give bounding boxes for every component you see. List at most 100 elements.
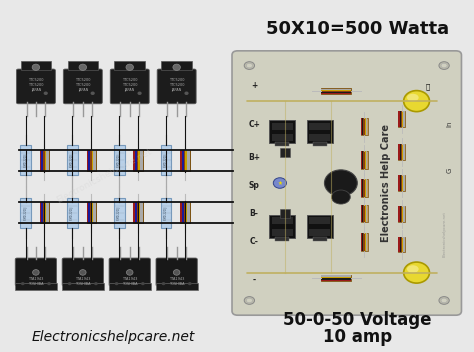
Bar: [181, 202, 183, 223]
Bar: [365, 205, 367, 222]
Text: Electronicshelpcare.net: Electronicshelpcare.net: [443, 211, 447, 257]
Bar: [134, 150, 137, 171]
Bar: [182, 150, 185, 171]
Bar: [400, 111, 401, 127]
Ellipse shape: [404, 262, 429, 283]
Bar: [21, 61, 51, 70]
Bar: [401, 144, 403, 160]
Bar: [399, 175, 401, 191]
Bar: [364, 233, 365, 251]
Ellipse shape: [115, 282, 118, 285]
Bar: [321, 278, 351, 280]
Bar: [275, 237, 289, 241]
Bar: [400, 237, 401, 252]
Bar: [91, 202, 94, 223]
Bar: [40, 150, 49, 171]
Bar: [40, 202, 49, 223]
Text: G: G: [447, 168, 452, 173]
Bar: [365, 118, 366, 136]
Bar: [20, 145, 31, 175]
Bar: [280, 148, 290, 157]
Bar: [87, 202, 90, 223]
Bar: [46, 202, 49, 223]
FancyBboxPatch shape: [62, 258, 103, 286]
Ellipse shape: [244, 297, 255, 304]
Bar: [67, 145, 78, 175]
Ellipse shape: [246, 63, 253, 68]
Bar: [185, 150, 188, 171]
Bar: [20, 198, 31, 228]
Bar: [401, 175, 403, 191]
Bar: [402, 111, 404, 127]
Bar: [181, 202, 190, 223]
Text: In: In: [447, 121, 452, 127]
FancyBboxPatch shape: [15, 258, 56, 286]
Bar: [187, 202, 190, 223]
Text: Electronicshelpcare.net: Electronicshelpcare.net: [32, 330, 195, 344]
Ellipse shape: [137, 92, 142, 95]
Bar: [361, 151, 368, 169]
Bar: [309, 122, 330, 130]
Bar: [140, 150, 143, 171]
Bar: [365, 151, 367, 169]
Bar: [403, 206, 405, 222]
Bar: [68, 61, 98, 70]
Bar: [269, 215, 295, 238]
Text: TTC5200
TTC5200
JAPAN: TTC5200 TTC5200 JAPAN: [169, 78, 184, 92]
Bar: [321, 89, 351, 91]
Text: SMD 2200J: SMD 2200J: [164, 153, 168, 167]
Bar: [403, 144, 405, 160]
Ellipse shape: [407, 265, 419, 273]
Bar: [399, 237, 401, 252]
Bar: [184, 150, 187, 171]
Bar: [155, 283, 198, 290]
Text: SMD 2200J: SMD 2200J: [118, 153, 121, 167]
Bar: [400, 144, 401, 160]
Ellipse shape: [173, 270, 180, 275]
Bar: [361, 233, 368, 251]
Bar: [15, 283, 57, 290]
Text: -: -: [253, 276, 255, 285]
Bar: [307, 215, 333, 238]
Text: TTA1943
TOSHIBA: TTA1943 TOSHIBA: [28, 277, 44, 285]
Bar: [40, 202, 43, 223]
Bar: [321, 90, 351, 92]
Text: B+: B+: [248, 153, 260, 162]
Bar: [365, 233, 367, 251]
FancyBboxPatch shape: [110, 69, 149, 104]
Bar: [362, 233, 364, 251]
Bar: [401, 206, 403, 222]
Ellipse shape: [439, 297, 449, 304]
Bar: [41, 202, 44, 223]
Bar: [313, 237, 327, 241]
Bar: [321, 92, 351, 93]
Text: 🌟: 🌟: [425, 84, 429, 90]
Text: 50X10=500 Watta: 50X10=500 Watta: [266, 20, 449, 38]
Bar: [321, 276, 351, 277]
Ellipse shape: [246, 298, 253, 303]
Bar: [362, 180, 364, 197]
Bar: [365, 151, 366, 169]
Bar: [140, 202, 143, 223]
Bar: [62, 283, 104, 290]
Bar: [321, 88, 351, 94]
FancyBboxPatch shape: [156, 258, 197, 286]
Text: C+: C+: [248, 120, 260, 128]
Text: TTA1943
TOSHIBA: TTA1943 TOSHIBA: [169, 277, 184, 285]
Bar: [181, 150, 190, 171]
Ellipse shape: [21, 282, 25, 285]
Bar: [161, 198, 172, 228]
Ellipse shape: [404, 90, 429, 112]
Bar: [362, 205, 364, 222]
Bar: [361, 118, 368, 136]
Text: ★: ★: [277, 181, 283, 186]
Ellipse shape: [91, 92, 95, 95]
Bar: [109, 283, 151, 290]
Bar: [45, 202, 47, 223]
Ellipse shape: [244, 62, 255, 69]
Bar: [398, 111, 405, 127]
Bar: [307, 120, 333, 143]
Bar: [364, 151, 365, 169]
Bar: [87, 150, 96, 171]
Bar: [90, 150, 93, 171]
